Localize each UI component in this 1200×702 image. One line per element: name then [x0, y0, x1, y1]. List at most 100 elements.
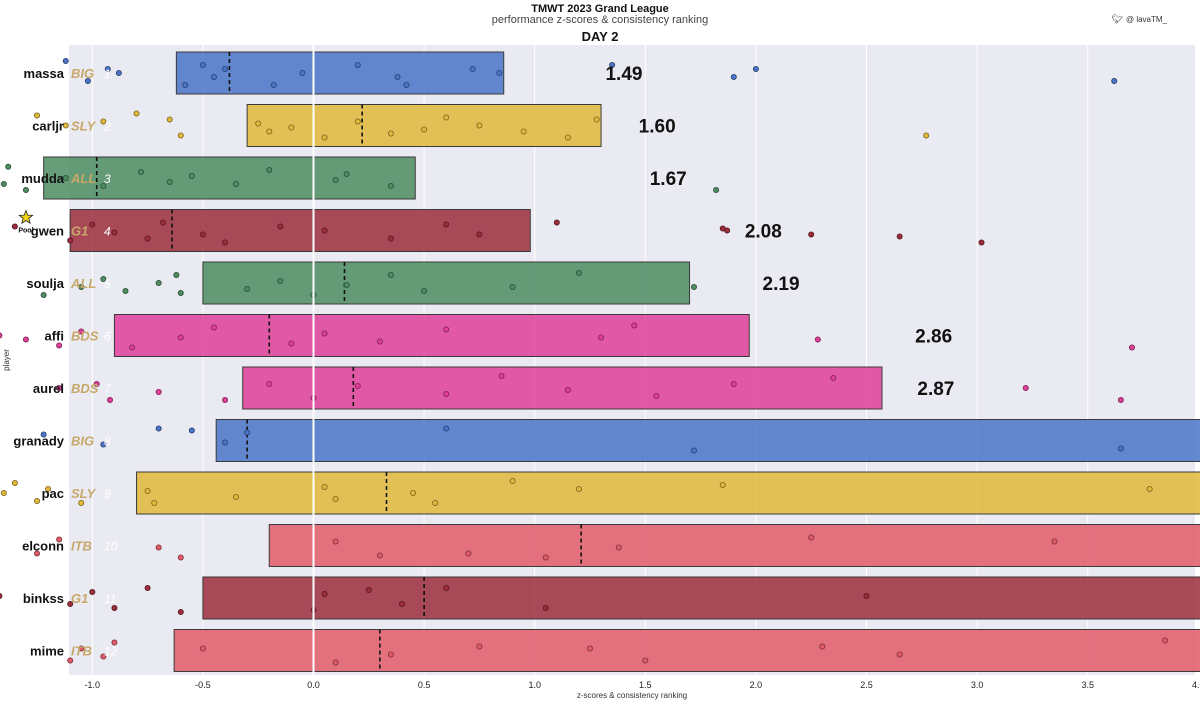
data-point: [111, 229, 118, 236]
data-point: [67, 601, 74, 608]
data-point: [100, 653, 107, 660]
data-point: [321, 227, 328, 234]
data-point: [509, 283, 516, 290]
data-point: [288, 124, 295, 131]
data-point: [177, 289, 184, 296]
data-point: [587, 645, 594, 652]
data-point: [564, 134, 571, 141]
data-point: [155, 279, 162, 286]
data-point: [266, 128, 273, 135]
player-row-granady: 6.98granadyBIG8: [13, 419, 1200, 462]
data-point: [166, 178, 173, 185]
bar-granady: [215, 419, 1200, 462]
data-point: [321, 330, 328, 337]
data-point: [376, 338, 383, 345]
x-tick-label: 0.5: [418, 680, 431, 690]
data-point: [266, 380, 273, 387]
x-tick-label: 3.0: [971, 680, 984, 690]
data-point: [863, 593, 870, 600]
score-label: 2.86: [915, 327, 952, 348]
data-point: [553, 219, 560, 226]
data-point: [288, 340, 295, 347]
data-point: [255, 120, 262, 127]
data-point: [56, 536, 63, 543]
data-point: [84, 78, 91, 85]
data-point: [144, 235, 151, 242]
x-tick-label: 3.5: [1081, 680, 1094, 690]
data-point: [421, 287, 428, 294]
data-point: [343, 170, 350, 177]
data-point: [1111, 78, 1118, 85]
data-point: [496, 70, 503, 77]
data-point: [210, 74, 217, 81]
data-point: [111, 605, 118, 612]
x-tick-label: -0.5: [195, 680, 211, 690]
data-point: [398, 601, 405, 608]
data-point: [354, 118, 361, 125]
data-point: [354, 382, 361, 389]
player-row-aurel: 2.87 aurel BDS 7: [33, 366, 1124, 410]
data-point: [155, 388, 162, 395]
twitter-credit[interactable]: 🐦︎ @ lavaTM_: [1112, 14, 1167, 25]
data-point: [819, 643, 826, 650]
data-point: [56, 342, 63, 349]
data-point: [78, 328, 85, 335]
data-point: [332, 538, 339, 545]
team-label: ITB: [71, 539, 92, 554]
data-point: [387, 271, 394, 278]
star-icon: [18, 209, 34, 225]
data-point: [22, 186, 29, 193]
data-point: [321, 591, 328, 598]
data-point: [730, 380, 737, 387]
data-point: [210, 324, 217, 331]
data-point: [222, 439, 229, 446]
data-point: [222, 239, 229, 246]
data-point: [469, 66, 476, 73]
player-row-mudda: 1.67 mudda ALL 3: [0, 156, 720, 200]
team-label: BIG: [71, 66, 94, 81]
data-point: [0, 332, 3, 339]
team-label: G1: [71, 591, 88, 606]
x-tick-label: 0.0: [307, 680, 320, 690]
data-point: [713, 186, 720, 193]
data-point: [67, 657, 74, 664]
data-point: [830, 374, 837, 381]
data-point: [332, 659, 339, 666]
bar-pac: [136, 471, 1200, 515]
data-point: [443, 390, 450, 397]
data-point: [814, 336, 821, 343]
chart-title: TMWT 2023 Grand League: [531, 3, 669, 15]
twitter-icon: 🐦︎: [1111, 14, 1123, 24]
data-point: [166, 116, 173, 123]
team-label: BDS: [71, 329, 99, 344]
data-point: [609, 62, 616, 69]
rank-label: 10: [104, 540, 118, 554]
player-row-binkss: > 7.5binkssG111: [0, 576, 1200, 620]
data-point: [476, 231, 483, 238]
data-point: [222, 396, 229, 403]
data-point: [387, 182, 394, 189]
data-point: [443, 326, 450, 333]
team-label: BDS: [71, 381, 99, 396]
data-point: [443, 114, 450, 121]
data-point: [403, 82, 410, 89]
chart-subtitle: performance z-scores & consistency ranki…: [491, 14, 709, 26]
data-point: [354, 62, 361, 69]
team-label: ITB: [71, 644, 92, 659]
data-point: [34, 550, 41, 557]
data-point: [387, 651, 394, 658]
star-annotation: Pool: [18, 228, 33, 235]
plot-area: [69, 45, 1195, 675]
data-point: [62, 174, 69, 181]
bar-mime: [173, 629, 1200, 672]
data-point: [177, 609, 184, 616]
data-point: [266, 166, 273, 173]
data-point: [11, 223, 18, 230]
credit-handle: @ lavaTM_: [1125, 15, 1167, 24]
data-point: [129, 344, 136, 351]
bar-elconn: [268, 524, 1200, 567]
player-name: mime: [30, 644, 64, 659]
data-point: [188, 172, 195, 179]
x-tick-label: 2.0: [750, 680, 763, 690]
data-point: [343, 281, 350, 288]
